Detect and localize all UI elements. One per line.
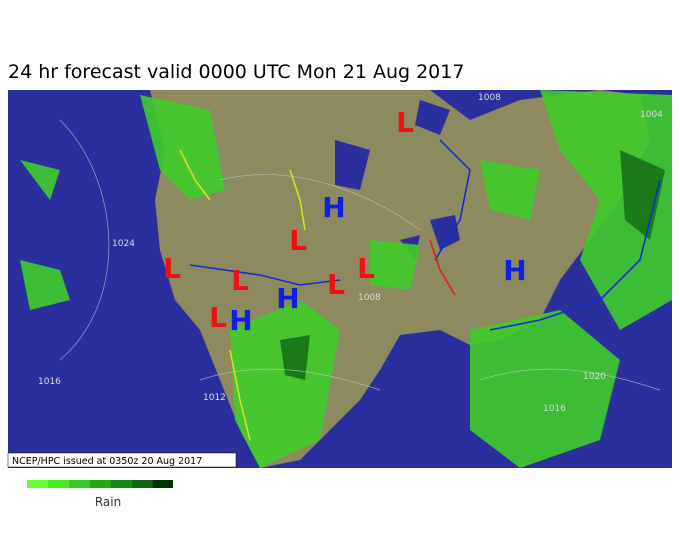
pressure-center: L [327, 268, 345, 301]
legend-label: Rain [95, 495, 121, 509]
pressure-center: H [503, 254, 526, 287]
issued-text: NCEP/HPC issued at 0350z 20 Aug 2017 [12, 456, 202, 467]
rain-areas [20, 90, 672, 468]
pressure-center: L [357, 252, 375, 285]
legend-swatch [27, 480, 48, 488]
isobar-label: 1020 [583, 372, 606, 382]
legend-swatch [89, 480, 111, 488]
isobar-label: 1004 [640, 110, 663, 120]
pressure-center: L [289, 224, 307, 257]
map: NCEP/HPC issued at 0350z 20 Aug 2017 [7, 90, 672, 468]
isobar-label: 1008 [478, 93, 501, 103]
isobar-label: 1024 [112, 239, 135, 249]
isobar-label: 1008 [358, 293, 381, 303]
water-body [335, 100, 450, 190]
pressure-center: L [396, 106, 414, 139]
isobar-label: 1016 [543, 404, 566, 414]
legend-swatch [152, 480, 173, 488]
legend-swatch [47, 480, 69, 488]
title: 24 hr forecast valid 0000 UTC Mon 21 Aug… [8, 61, 464, 83]
legend-swatch [110, 480, 132, 488]
legend [27, 480, 173, 488]
fronts [179, 139, 661, 441]
pressure-center: L [163, 252, 181, 285]
pressure-center: H [229, 304, 252, 337]
heavy-rain [280, 150, 665, 380]
pressure-center: L [209, 301, 227, 334]
isobar-label: 1012 [203, 393, 226, 403]
isobar-label: 1016 [38, 377, 61, 387]
pressure-center: L [231, 264, 249, 297]
pressure-center: H [276, 282, 299, 315]
issued-box [7, 452, 237, 468]
pressure-center: H [322, 191, 345, 224]
isobars [59, 119, 661, 391]
legend-swatch [131, 480, 153, 488]
legend-swatch [68, 480, 90, 488]
